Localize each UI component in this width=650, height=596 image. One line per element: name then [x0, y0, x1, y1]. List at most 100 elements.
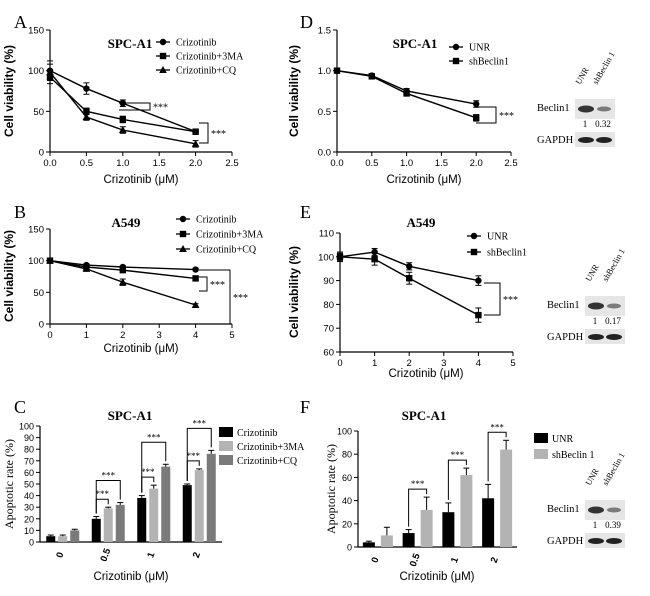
panel-d-xtick-label: 0.0 — [330, 158, 343, 169]
blot-band — [588, 538, 604, 544]
panel-c-legend-swatch — [219, 427, 233, 437]
panel-a-sig-bracket — [119, 102, 151, 111]
panel-d-point — [473, 114, 480, 122]
blot-membrane — [575, 99, 615, 119]
panel-c-ytick-label: 20 — [24, 514, 34, 524]
panel-f-ytick-label: 20 — [342, 519, 352, 529]
panel-a-point — [46, 68, 54, 76]
panel-a-xlabel: Crizotinib (μM) — [104, 174, 179, 186]
panel-d-xtick-label: 2.0 — [470, 158, 483, 169]
panel-c-ytick-label: 30 — [24, 503, 34, 513]
panel-c-xtick-label: 1 — [145, 550, 157, 559]
panel-a-point — [192, 128, 199, 135]
panel-f-sig-label: *** — [451, 450, 465, 460]
blot-col-label: UNR — [583, 466, 601, 487]
panel-b-xtick-label: 2 — [120, 330, 125, 341]
panel-f-bar — [420, 509, 433, 547]
panel-b-xtick-label: 1 — [84, 330, 89, 341]
panel-c-legend-label: Crizotinib — [237, 428, 278, 439]
panel-e-point — [406, 275, 413, 282]
panel-a-point — [119, 116, 126, 123]
panel-d-point — [403, 90, 410, 97]
panel-a-ytick-label: 150 — [28, 26, 44, 37]
panel-b-legend-marker — [179, 230, 187, 238]
panel-c-bar — [194, 470, 204, 542]
blot-band — [588, 302, 604, 310]
panel-e-xtick-label: 4 — [476, 358, 481, 369]
panel-a-sig-label: *** — [211, 129, 226, 140]
panel-b-point — [119, 266, 126, 274]
panel-c-bar — [161, 466, 171, 542]
panel-c-legend-label: Crizotinib+CQ — [237, 456, 298, 467]
blot-row-label: Beclin1 — [537, 103, 570, 114]
panel-b-point — [82, 264, 91, 272]
panel-letter-f: F — [300, 397, 310, 417]
panel-a-sig-label: *** — [153, 103, 168, 114]
blot-band — [578, 105, 594, 113]
panel-b-point — [191, 301, 200, 308]
panel-a-ytick-label: 100 — [28, 66, 44, 77]
panel-e-ylabel: Cell viability (%) — [287, 246, 301, 338]
panel-d-point — [333, 67, 341, 74]
panel-c-bar — [58, 536, 68, 542]
panel-b-xtick-label: 5 — [229, 330, 234, 341]
blot-row-label: GAPDH — [537, 135, 574, 146]
panel-b-legend-label: Crizotinib+CQ — [196, 245, 257, 256]
panel-f-ytick-label: 80 — [342, 450, 352, 460]
panel-c-title: SPC-A1 — [108, 408, 153, 423]
panel-e-legend-marker — [470, 248, 478, 256]
panel-a-point — [191, 139, 200, 147]
panel-f-ytick-label: 60 — [342, 473, 352, 483]
panel-a-point — [83, 108, 90, 115]
blot-band — [578, 137, 594, 143]
panel-b-sig-label: *** — [210, 280, 225, 291]
panel-c-sig-bracket — [186, 427, 212, 481]
panel-b-ytick-label: 0 — [39, 320, 44, 331]
panel-f-ytick-label: 0 — [347, 543, 352, 553]
blot-band — [597, 106, 611, 112]
panel-c-xtick-label: 2 — [191, 551, 203, 560]
panel-f-sig-bracket — [487, 431, 507, 482]
panel-b-sig-bracket — [199, 276, 208, 292]
panel-b-legend-marker — [179, 215, 187, 223]
blot-band — [596, 137, 612, 143]
panel-c-sig-label: *** — [187, 451, 201, 461]
panel-f-ytick-label: 100 — [337, 427, 352, 437]
panel-f-xtick-label: 0 — [369, 556, 381, 565]
panel-c-ytick-label: 70 — [24, 456, 34, 466]
panel-f-bar — [402, 533, 415, 547]
panel-b-point — [192, 275, 199, 282]
panel-a-legend-marker — [159, 52, 167, 60]
blot-membrane — [585, 329, 625, 344]
panel-e-ytick-label: 70 — [323, 324, 334, 335]
panel-c-ytick-label: 50 — [24, 480, 34, 490]
blot-band — [607, 303, 621, 309]
panel-a-xtick-label: 0.0 — [43, 158, 56, 169]
panel-b-point — [119, 278, 127, 286]
panel-d-point — [473, 100, 480, 108]
panel-b-sig-label: *** — [233, 293, 248, 304]
panel-c-legend-swatch — [219, 455, 233, 465]
blot-quant-value: 0.39 — [605, 520, 621, 530]
panel-e-xtick-label: 0 — [337, 358, 342, 369]
panel-f-xlabel: Crizotinib (μM) — [400, 571, 475, 583]
blot-row-label: Beclin1 — [547, 504, 580, 515]
panel-f-sig-label: *** — [490, 422, 504, 432]
panel-a-point — [83, 85, 90, 92]
panel-e-legend-label: UNR — [487, 232, 508, 243]
panel-b-legend-label: Crizotinib — [196, 215, 237, 226]
panel-d-legend-label: UNR — [469, 43, 490, 54]
panel-f-bar — [460, 475, 473, 547]
panel-a-legend-label: Crizotinib+CQ — [176, 66, 237, 77]
panel-a-ylabel: Cell viability (%) — [2, 45, 16, 137]
panel-d-legend-marker — [452, 57, 460, 65]
blot-membrane — [585, 296, 625, 316]
panel-c-bar — [115, 504, 125, 542]
panel-a-xtick-label: 0.5 — [80, 158, 93, 169]
panel-f-xtick-label: 2 — [489, 556, 501, 565]
panel-d-series-line-1 — [336, 69, 477, 119]
panel-a-xtick-label: 1.5 — [153, 158, 166, 169]
panel-c-sig-bracket — [95, 480, 121, 514]
panel-f-xtick-label: 0.5 — [408, 551, 423, 568]
